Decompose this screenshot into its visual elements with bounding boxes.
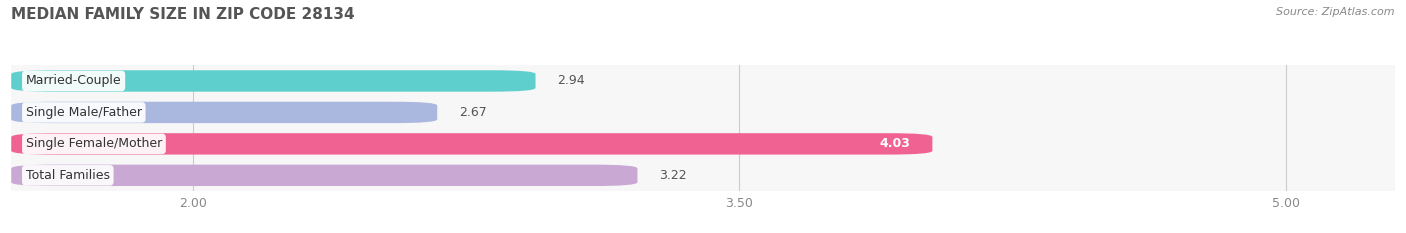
FancyBboxPatch shape [11, 133, 932, 154]
Text: Married-Couple: Married-Couple [25, 75, 121, 87]
Text: MEDIAN FAMILY SIZE IN ZIP CODE 28134: MEDIAN FAMILY SIZE IN ZIP CODE 28134 [11, 7, 354, 22]
Text: Total Families: Total Families [25, 169, 110, 182]
Text: Source: ZipAtlas.com: Source: ZipAtlas.com [1277, 7, 1395, 17]
Text: 2.67: 2.67 [460, 106, 486, 119]
FancyBboxPatch shape [11, 70, 536, 92]
FancyBboxPatch shape [11, 165, 637, 186]
Bar [11, 160, 1395, 191]
Bar [11, 65, 1395, 97]
FancyBboxPatch shape [11, 102, 437, 123]
Text: 4.03: 4.03 [880, 137, 911, 150]
Bar [11, 97, 1395, 128]
Text: Single Female/Mother: Single Female/Mother [25, 137, 162, 150]
Bar [11, 128, 1395, 160]
Text: 2.94: 2.94 [557, 75, 585, 87]
Text: Single Male/Father: Single Male/Father [25, 106, 142, 119]
Text: 3.22: 3.22 [659, 169, 688, 182]
